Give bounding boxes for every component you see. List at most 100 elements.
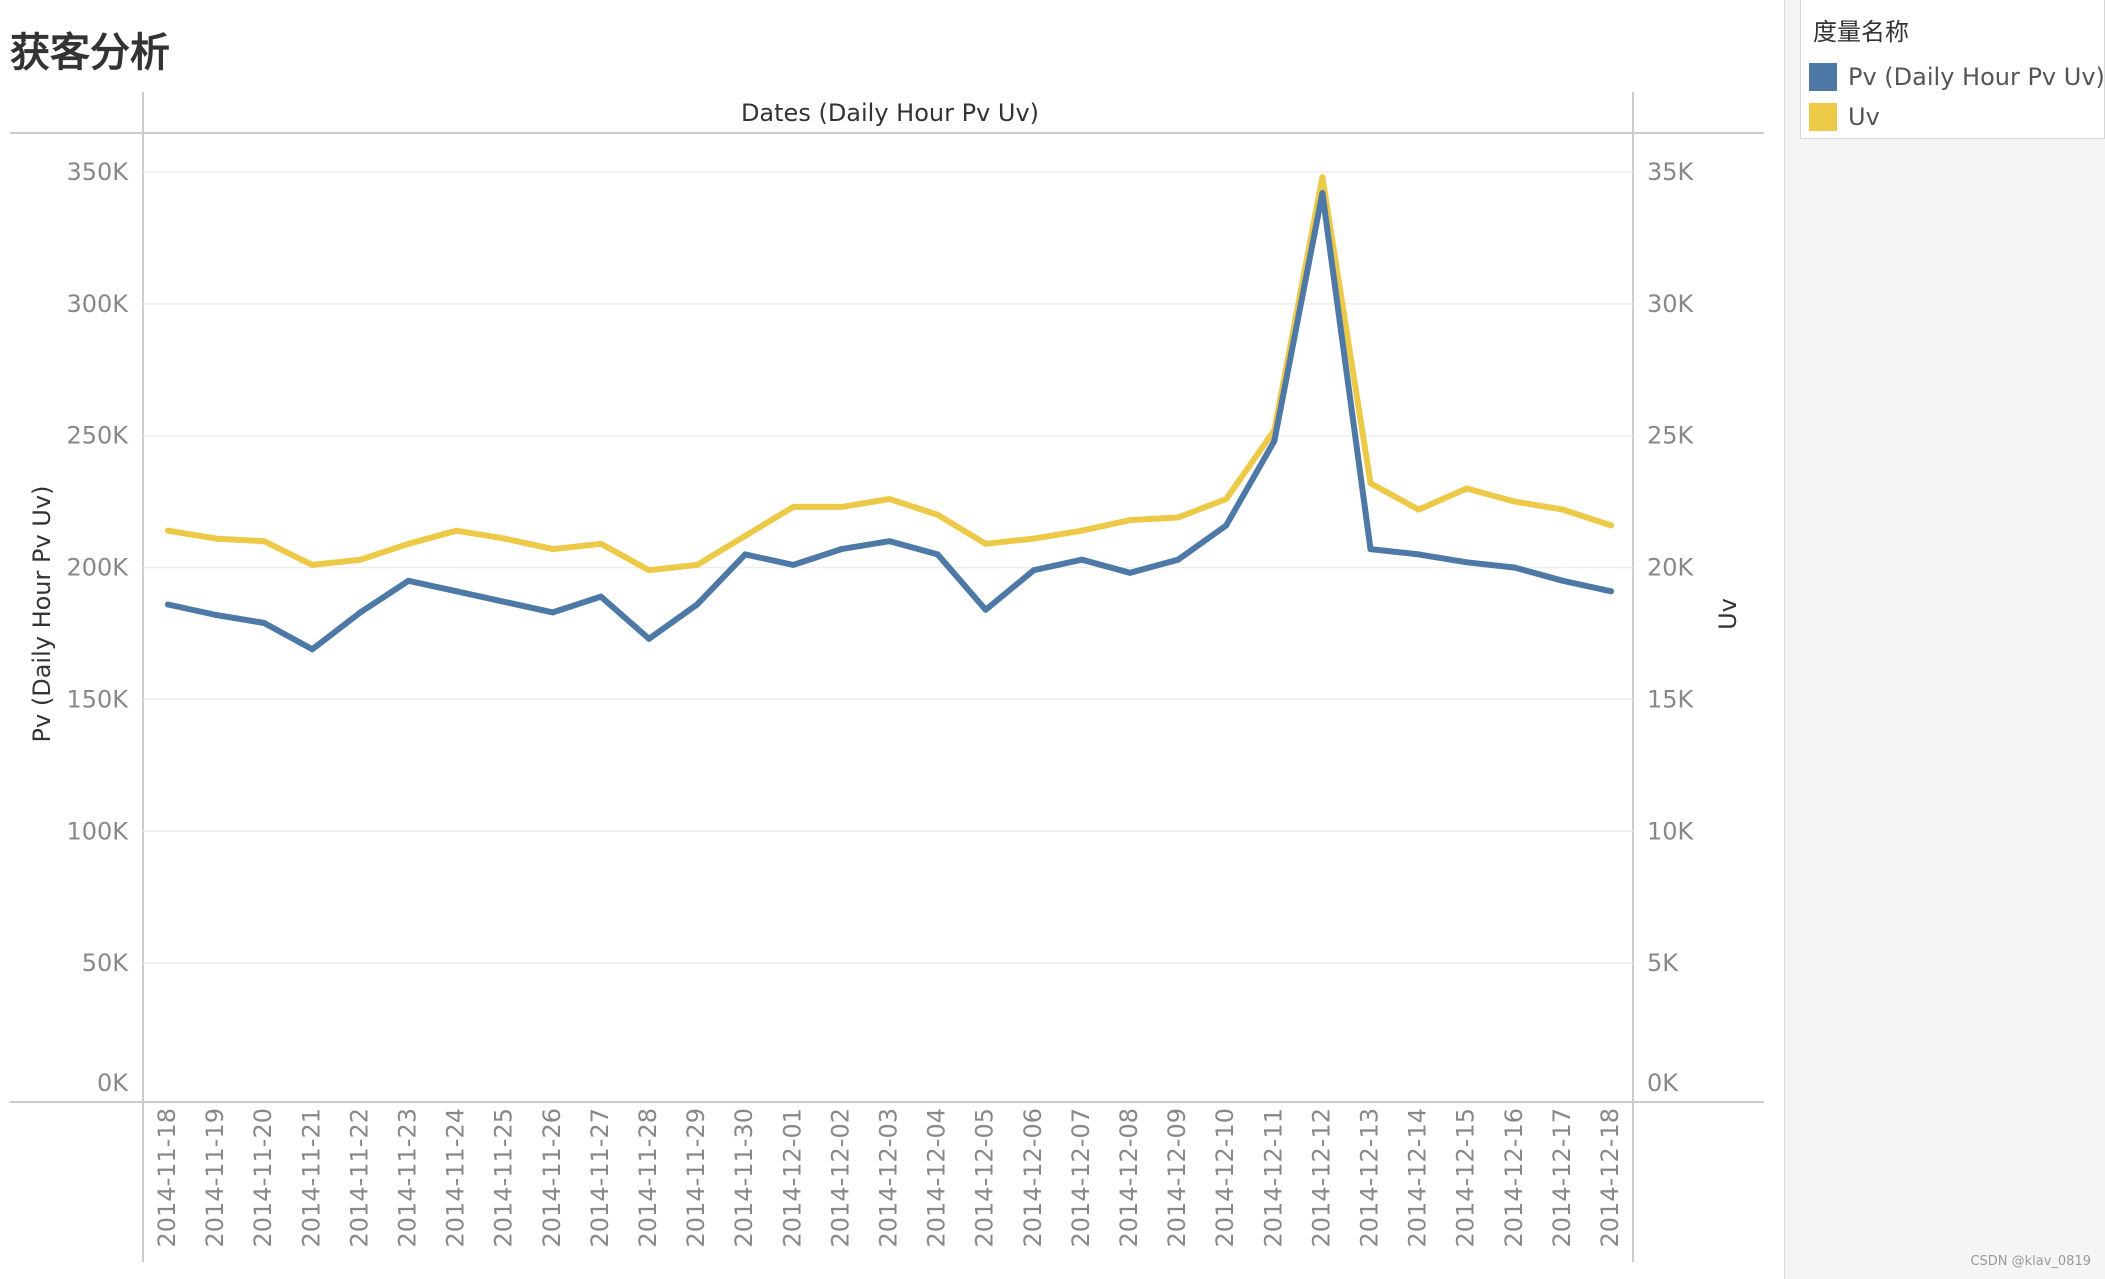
y-tick-label: 300K — [66, 290, 129, 318]
y2-axis-label: Uv — [1714, 598, 1742, 630]
y-tick-label: 250K — [66, 422, 129, 450]
y-axis-label: Pv (Daily Hour Pv Uv) — [28, 486, 56, 743]
y2-tick-label: 35K — [1647, 158, 1695, 186]
line-chart: 0K 50K 100K 150K 200K 250K 300K 350K 0K 5K 10K 15K… — [10, 92, 1764, 1262]
pv-data-point — [838, 546, 845, 553]
pv-data-point — [742, 551, 749, 558]
y-tick-label: 150K — [66, 685, 129, 713]
y2-tick-label: 25K — [1647, 422, 1695, 450]
x-tick-label: 2014-11-30 — [730, 1108, 758, 1247]
x-tick-label: 2014-12-15 — [1452, 1108, 1480, 1247]
x-tick-label: 2014-11-29 — [682, 1108, 710, 1247]
uv-data-point — [549, 546, 556, 553]
legend-label-uv: Uv — [1848, 103, 1880, 131]
y2-tick-label: 0K — [1647, 1069, 1679, 1097]
legend-item-pv[interactable]: Pv (Daily Hour Pv Uv) — [1809, 62, 2105, 92]
y2-tick-label: 10K — [1647, 817, 1695, 845]
pv-data-point — [790, 561, 797, 568]
pv-data-point — [1127, 569, 1133, 576]
y-tick-label: 100K — [66, 817, 129, 845]
x-tick-label: 2014-12-02 — [826, 1108, 854, 1247]
x-tick-label: 2014-12-17 — [1548, 1108, 1576, 1247]
pv-data-point — [165, 601, 171, 608]
uv-data-point — [501, 535, 508, 542]
uv-data-point — [405, 540, 412, 547]
series-layer — [165, 174, 1614, 653]
y2-tick-label: 20K — [1647, 554, 1695, 582]
y2-tick-label: 15K — [1647, 685, 1695, 713]
legend-item-uv[interactable]: Uv — [1809, 102, 1880, 132]
pv-data-point — [597, 593, 604, 600]
legend-swatch-pv — [1809, 63, 1837, 91]
y-tick-label: 200K — [66, 554, 129, 582]
gridlines — [143, 171, 1633, 964]
pv-data-point — [982, 606, 989, 613]
pv-data-point — [1271, 437, 1278, 444]
pv-data-point — [453, 588, 460, 595]
legend-panel: 度量名称 Pv (Daily Hour Pv Uv) Uv — [1784, 0, 2105, 1279]
pv-data-point — [501, 598, 508, 605]
pv-data-point — [405, 577, 412, 584]
x-tick-label: 2014-12-16 — [1500, 1108, 1528, 1247]
y-tick-label: 0K — [97, 1069, 129, 1097]
pv-data-point — [886, 538, 893, 545]
pv-data-point — [694, 601, 701, 608]
legend-label-pv: Pv (Daily Hour Pv Uv) — [1848, 63, 2105, 91]
x-tick-label: 2014-11-22 — [345, 1108, 373, 1247]
pv-data-point — [1223, 522, 1230, 529]
chart-header-title: Dates (Daily Hour Pv Uv) — [741, 99, 1039, 127]
uv-data-point — [1319, 174, 1326, 181]
uv-data-point — [1415, 506, 1422, 513]
uv-data-point — [357, 556, 364, 563]
x-tick-label: 2014-11-23 — [394, 1108, 422, 1247]
right-axis-ticks: 0K 5K 10K 15K 20K 25K 30K 35K — [1647, 158, 1695, 1097]
page-title: 获客分析 — [10, 30, 170, 76]
x-tick-label: 2014-11-27 — [586, 1108, 614, 1247]
uv-data-point — [742, 532, 749, 539]
x-tick-label: 2014-12-03 — [875, 1108, 903, 1247]
pv-series-line — [165, 190, 1614, 653]
uv-data-point — [1463, 485, 1470, 492]
uv-data-point — [934, 511, 941, 518]
x-tick-label: 2014-11-18 — [153, 1108, 181, 1247]
legend-title: 度量名称 — [1813, 18, 1909, 46]
x-tick-label: 2014-11-19 — [201, 1108, 229, 1247]
pv-data-point — [357, 609, 364, 616]
uv-data-point — [982, 540, 989, 547]
pv-data-point — [1608, 588, 1614, 595]
uv-data-point — [213, 535, 220, 542]
x-axis-ticks: 2014-11-18 2014-11-19 2014-11-20 2014-11-21… — [153, 1108, 1624, 1247]
uv-data-point — [1608, 522, 1614, 529]
x-tick-label: 2014-12-09 — [1163, 1108, 1191, 1247]
pv-data-point — [309, 646, 316, 653]
y-tick-label: 350K — [66, 158, 129, 186]
pv-data-point — [1078, 556, 1085, 563]
x-tick-label: 2014-12-07 — [1067, 1108, 1095, 1247]
uv-data-point — [1078, 527, 1085, 534]
uv-data-point — [1367, 480, 1374, 487]
x-tick-label: 2014-11-21 — [297, 1108, 325, 1247]
uv-data-point — [597, 540, 604, 547]
uv-data-point — [1030, 535, 1037, 542]
uv-data-point — [694, 561, 701, 568]
uv-data-point — [1127, 517, 1133, 524]
x-tick-label: 2014-12-12 — [1307, 1108, 1335, 1247]
x-tick-label: 2014-11-25 — [490, 1108, 518, 1247]
chart-frame — [10, 92, 1764, 1262]
legend: 度量名称 Pv (Daily Hour Pv Uv) Uv — [1800, 0, 2105, 139]
x-tick-label: 2014-12-18 — [1596, 1108, 1624, 1247]
pv-data-point — [549, 609, 556, 616]
uv-data-point — [1559, 506, 1566, 513]
pv-data-point — [1030, 567, 1037, 574]
x-tick-label: 2014-12-05 — [971, 1108, 999, 1247]
uv-data-point — [1511, 498, 1518, 505]
uv-series-line — [165, 174, 1614, 574]
pv-data-point — [934, 551, 941, 558]
uv-data-point — [646, 567, 652, 574]
pv-data-point — [1175, 556, 1182, 563]
pv-data-point — [1415, 551, 1422, 558]
uv-data-point — [790, 503, 797, 510]
pv-data-point — [213, 612, 220, 619]
legend-swatch-uv — [1809, 103, 1837, 131]
x-tick-label: 2014-12-14 — [1404, 1108, 1432, 1247]
